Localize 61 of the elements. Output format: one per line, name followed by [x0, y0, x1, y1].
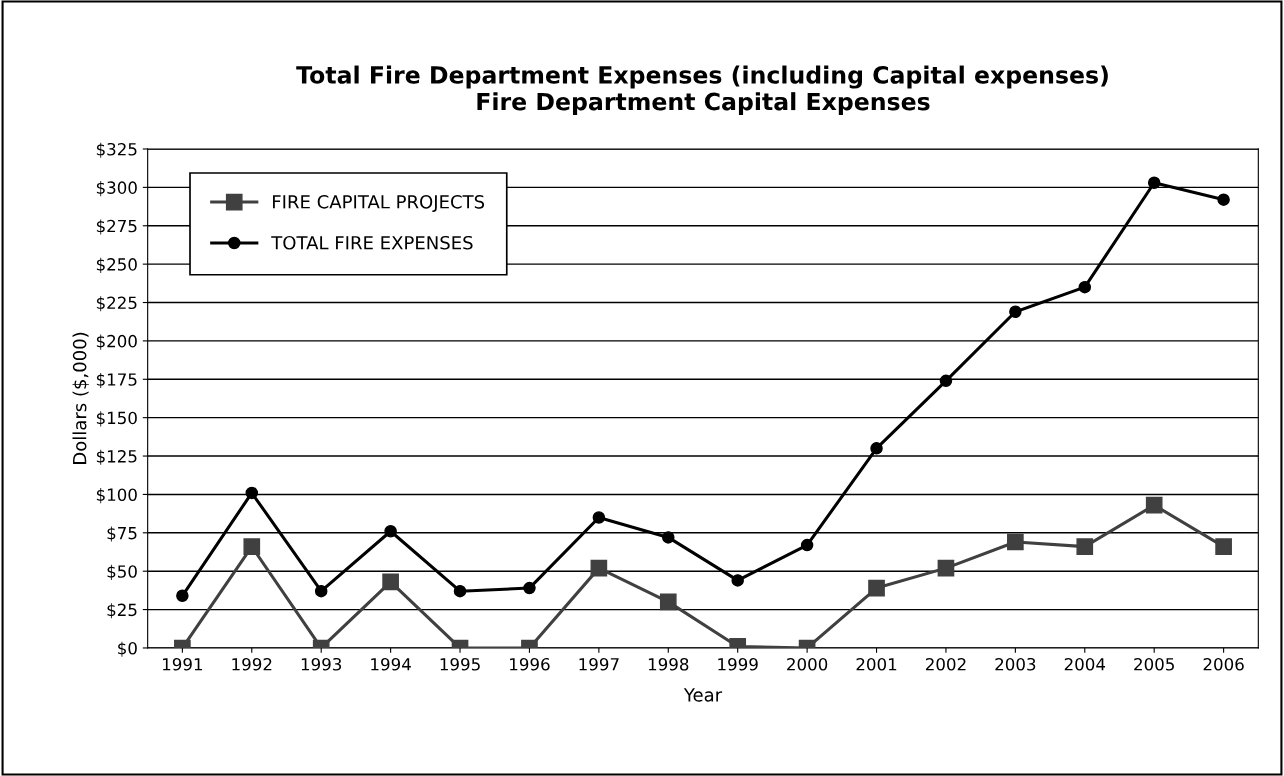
legend-label: FIRE CAPITAL PROJECTS [273, 194, 485, 212]
point [1078, 280, 1092, 294]
x-tick-label: 1997 [579, 657, 619, 671]
y-tick-label: $50 [107, 564, 137, 580]
point [1215, 538, 1232, 555]
point [659, 593, 677, 611]
y-tick-label: $300 [96, 181, 137, 197]
point [1145, 496, 1163, 514]
point [939, 374, 953, 388]
x-tick-label: 1991 [162, 657, 203, 671]
chart-title: Total Fire Department Expenses (including Capital expenses) Fire Department Capital Expenses [296, 65, 1108, 116]
point [590, 559, 608, 577]
point [592, 511, 606, 524]
x-tick-label: 2005 [1134, 657, 1174, 671]
x-tick-label: 2000 [787, 657, 828, 671]
y-tick-label: $275 [96, 219, 137, 235]
y-tick-label: $325 [96, 142, 137, 158]
x-tick-label: 1993 [301, 657, 342, 671]
y-tick-label: $125 [96, 449, 137, 465]
point [800, 538, 814, 552]
y-axis-title: Dollars ($,000) [72, 332, 89, 464]
x-axis-title: Year [683, 688, 723, 702]
y-tick-label: $25 [107, 603, 137, 619]
point [937, 559, 955, 577]
point [384, 525, 397, 538]
y-tick-label: $175 [96, 372, 137, 389]
point [1217, 193, 1230, 206]
y-tick-label: $100 [96, 488, 137, 504]
x-tick-label: 2006 [1203, 657, 1244, 671]
y-tick-label: $0 [118, 641, 137, 657]
x-tick-label: 1998 [648, 657, 689, 671]
legend-label: TOTAL FIRE EXPENSES [271, 235, 473, 250]
y-tick-label: $200 [96, 334, 137, 350]
point [868, 579, 885, 597]
point [523, 581, 536, 595]
point [245, 486, 259, 500]
x-tick-label: 1996 [510, 657, 550, 671]
point [453, 584, 467, 598]
y-tick-label: $250 [96, 257, 137, 273]
point [243, 538, 261, 555]
x-tick-label: 1999 [718, 657, 758, 671]
point [382, 573, 399, 591]
x-tick-label: 1992 [232, 657, 272, 671]
point [176, 589, 189, 603]
x-tick-label: 2003 [995, 657, 1036, 671]
y-tick-label: $225 [96, 296, 137, 312]
point [1007, 533, 1024, 551]
x-tick-label: 2004 [1064, 657, 1106, 671]
y-tick-label: $75 [107, 526, 137, 542]
point [662, 531, 675, 544]
x-tick-label: 1994 [371, 657, 411, 671]
point [1147, 176, 1161, 190]
point [1076, 538, 1094, 555]
x-tick-label: 2002 [925, 657, 966, 671]
x-tick-label: 1995 [440, 657, 480, 671]
point [731, 574, 744, 587]
point [1009, 305, 1022, 318]
y-tick-label: $150 [96, 411, 137, 427]
x-tick-label: 2001 [856, 657, 897, 671]
point [314, 584, 328, 598]
point [870, 442, 883, 455]
